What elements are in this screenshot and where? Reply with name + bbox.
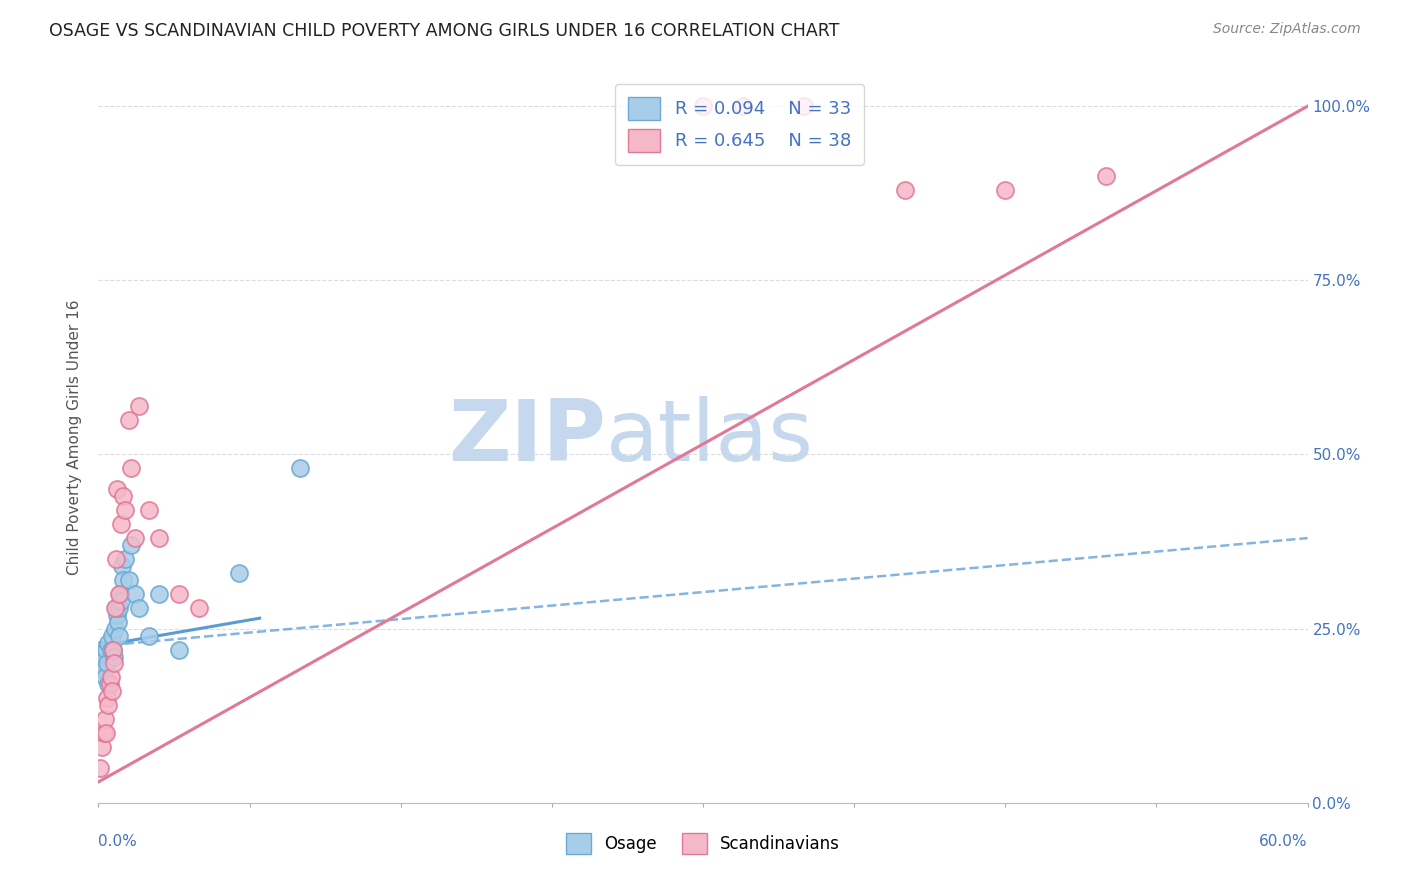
Text: OSAGE VS SCANDINAVIAN CHILD POVERTY AMONG GIRLS UNDER 16 CORRELATION CHART: OSAGE VS SCANDINAVIAN CHILD POVERTY AMON… — [49, 22, 839, 40]
Point — [100, 642, 122, 657]
Point — [89, 761, 111, 775]
Point — [103, 622, 125, 636]
Point — [100, 684, 122, 698]
Point — [148, 531, 170, 545]
Point — [93, 649, 115, 664]
Point — [167, 587, 190, 601]
Point — [105, 483, 128, 497]
Point — [114, 503, 136, 517]
Point — [97, 677, 120, 691]
Point — [93, 726, 115, 740]
Point — [118, 412, 141, 426]
Point — [100, 670, 122, 684]
Point — [104, 552, 127, 566]
Point — [733, 99, 755, 113]
Point — [107, 587, 129, 601]
Point — [228, 566, 250, 580]
Point — [96, 726, 118, 740]
Point — [120, 461, 142, 475]
Point — [138, 629, 160, 643]
Point — [103, 600, 125, 615]
Point — [96, 642, 118, 657]
Point — [128, 399, 150, 413]
Point — [148, 587, 170, 601]
Point — [100, 629, 122, 643]
Point — [110, 594, 132, 608]
Point — [114, 552, 136, 566]
Point — [97, 698, 120, 713]
Point — [107, 615, 129, 629]
Point — [103, 649, 125, 664]
Point — [101, 642, 124, 657]
Point — [94, 712, 117, 726]
Point — [138, 503, 160, 517]
Point — [91, 740, 114, 755]
Point — [96, 691, 118, 706]
Point — [288, 461, 311, 475]
Point — [91, 657, 114, 671]
Point — [107, 629, 129, 643]
Point — [1095, 169, 1118, 183]
Point — [118, 573, 141, 587]
Point — [101, 642, 124, 657]
Point — [90, 642, 112, 657]
Text: 60.0%: 60.0% — [1260, 834, 1308, 849]
Point — [104, 600, 127, 615]
Text: atlas: atlas — [606, 395, 814, 479]
Point — [96, 657, 118, 671]
Point — [167, 642, 190, 657]
Point — [692, 99, 714, 113]
Point — [188, 600, 211, 615]
Point — [994, 183, 1017, 197]
Point — [110, 558, 132, 573]
Point — [120, 538, 142, 552]
Point — [111, 573, 134, 587]
Point — [124, 531, 146, 545]
Point — [893, 183, 915, 197]
Point — [110, 517, 132, 532]
Point — [97, 635, 120, 649]
Point — [107, 600, 129, 615]
Point — [128, 600, 150, 615]
Text: 0.0%: 0.0% — [98, 834, 138, 849]
Text: ZIP: ZIP — [449, 395, 606, 479]
Text: Source: ZipAtlas.com: Source: ZipAtlas.com — [1213, 22, 1361, 37]
Point — [93, 664, 115, 678]
Point — [124, 587, 146, 601]
Legend: Osage, Scandinavians: Osage, Scandinavians — [560, 827, 846, 860]
Point — [105, 607, 128, 622]
Point — [94, 670, 117, 684]
Point — [103, 657, 125, 671]
Point — [98, 677, 121, 691]
Point — [108, 587, 131, 601]
Point — [793, 99, 815, 113]
Y-axis label: Child Poverty Among Girls Under 16: Child Poverty Among Girls Under 16 — [67, 300, 83, 574]
Point — [111, 489, 134, 503]
